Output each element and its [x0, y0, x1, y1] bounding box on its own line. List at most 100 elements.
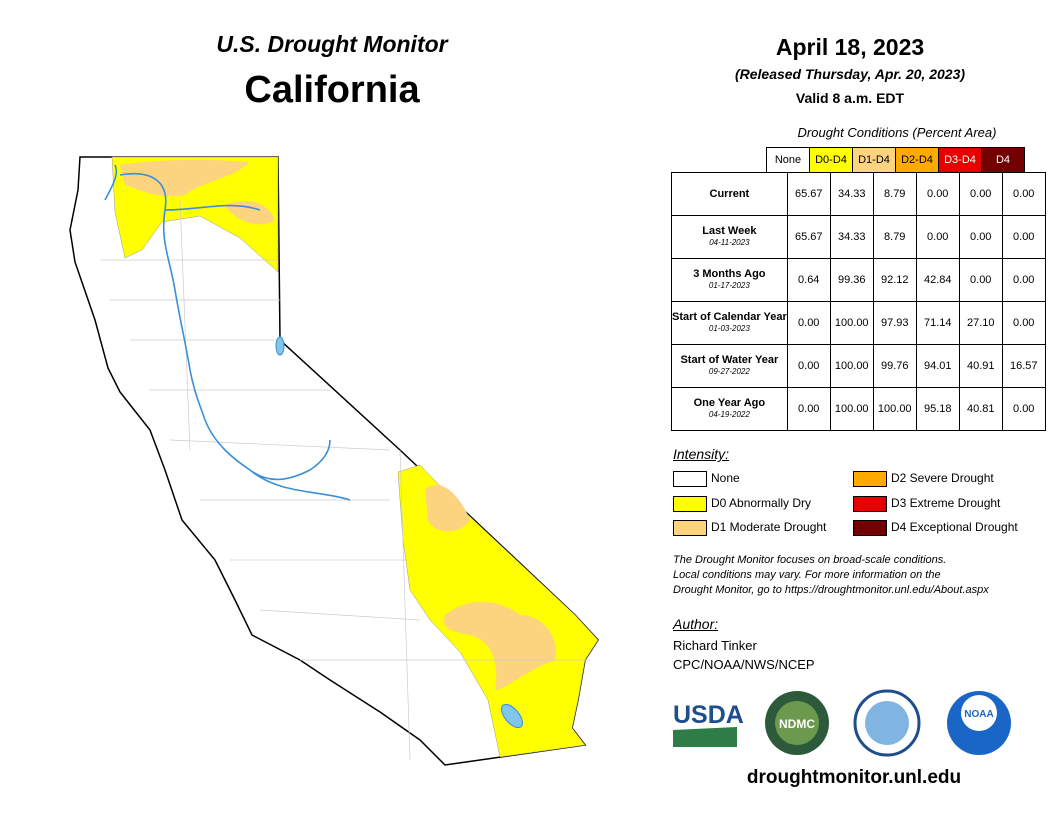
cell: 0.00 [1001, 215, 1046, 259]
legend-swatch [673, 471, 707, 487]
cell: 0.00 [958, 258, 1003, 302]
note-line: Local conditions may vary. For more info… [673, 569, 941, 581]
row-date: 01-17-2023 [708, 281, 750, 290]
noaa-text: NOAA [964, 709, 993, 720]
url: droughtmonitor.unl.edu [746, 767, 962, 788]
column-header: D4 [981, 147, 1025, 173]
cell: 71.14 [915, 301, 960, 345]
table-row: Current 65.67 34.33 8.79 0.00 0.00 0.00 [671, 172, 1046, 216]
title: U.S. Drought Monitor [216, 31, 448, 57]
row-name: Current [709, 188, 750, 200]
row-date: 04-11-2023 [709, 238, 750, 247]
legend-label: D4 Exceptional Drought [891, 520, 1018, 534]
cell: 0.00 [958, 172, 1003, 216]
row-label: Current [671, 172, 788, 216]
legend-title: Intensity: [673, 446, 730, 462]
table-row: 3 Months Ago 01-17-2023 0.64 99.36 92.12 42.8… [671, 258, 1046, 302]
cell: 40.91 [958, 344, 1003, 388]
cell: 8.79 [872, 215, 917, 259]
table-row: One Year Ago 04-19-2022 0.00 100.00 100.00 95… [671, 387, 1046, 431]
cell: 0.00 [915, 215, 960, 259]
cell: 92.12 [872, 258, 917, 302]
cell: 8.79 [872, 172, 917, 216]
table-row: Start of Calendar Year 01-03-2023 0.00 100.… [671, 301, 1046, 345]
row-name: Start of Water Year [680, 354, 779, 366]
county-lines [100, 199, 590, 761]
row-label: Start of Water Year 09-27-2022 [671, 344, 788, 388]
column-header: None [766, 147, 810, 173]
usda-logo: USDA [673, 701, 744, 729]
cell: 0.64 [786, 258, 831, 302]
date: April 18, 2023 [775, 34, 925, 60]
row-label: 3 Months Ago 01-17-2023 [671, 258, 788, 302]
cell: 65.67 [786, 172, 831, 216]
cell: 0.00 [786, 387, 831, 431]
logos: USDA NDMC NOAA [673, 689, 1011, 757]
d1-area [120, 159, 275, 225]
legend-swatch [853, 471, 887, 487]
row-date: 01-03-2023 [708, 324, 750, 333]
row-label: Last Week 04-11-2023 [671, 215, 788, 259]
legend-swatch [673, 495, 707, 512]
row-name: 3 Months Ago [693, 268, 766, 280]
cell: 100.00 [829, 387, 874, 431]
legend-swatch [853, 495, 887, 512]
legend-swatch [853, 520, 887, 536]
row-date: 04-19-2022 [708, 410, 750, 419]
cell: 0.00 [958, 215, 1003, 259]
column-header: D3-D4 [938, 147, 982, 173]
region: California [244, 69, 420, 111]
legend-label: D2 Severe Drought [891, 471, 994, 485]
legend-label: D3 Extreme Drought [891, 495, 1001, 510]
author-line: Richard Tinker [673, 638, 757, 653]
row-name: Last Week [702, 225, 757, 237]
column-header: D1-D4 [852, 147, 896, 173]
author-title: Author: [673, 616, 719, 632]
table-caption: Drought Conditions (Percent Area) [797, 125, 997, 140]
row-label: One Year Ago 04-19-2022 [671, 387, 788, 431]
d1-area [425, 484, 556, 690]
cell: 100.00 [829, 344, 874, 388]
cell: 34.33 [829, 215, 874, 259]
cell: 0.00 [1001, 258, 1046, 302]
lake [501, 703, 523, 729]
cell: 94.01 [915, 344, 960, 388]
valid: Valid 8 a.m. EDT [795, 90, 905, 106]
cell: 34.33 [829, 172, 874, 216]
table: Current 65.67 34.33 8.79 0.00 0.00 0.00 Last We… [671, 172, 1046, 431]
column-header: D0-D4 [809, 147, 853, 173]
legend-swatch [673, 520, 707, 536]
row-date: 09-27-2022 [708, 367, 750, 376]
cell: 42.84 [915, 258, 960, 302]
cell: 95.18 [915, 387, 960, 431]
lake [275, 336, 285, 356]
table-header: None D0-D4 D1-D4 D2-D4 D3-D4 D4 [766, 147, 1025, 173]
cell: 0.00 [786, 301, 831, 345]
cell: 0.00 [1001, 172, 1046, 216]
row-name: Start of Calendar Year [672, 311, 787, 323]
cell: 65.67 [786, 215, 831, 259]
table-row: Start of Water Year 09-27-2022 0.00 100.00 9… [671, 344, 1046, 388]
row-label: Start of Calendar Year 01-03-2023 [671, 301, 788, 345]
cell: 99.36 [829, 258, 874, 302]
cell: 97.93 [872, 301, 917, 345]
rivers [104, 164, 351, 501]
cell: 99.76 [872, 344, 917, 388]
note-line: Drought Monitor, go to https://droughtmo… [673, 584, 989, 596]
table-row: Last Week 04-11-2023 65.67 34.33 8.79 0.00 0.0… [671, 215, 1046, 259]
cell: 100.00 [829, 301, 874, 345]
cell: 16.57 [1001, 344, 1046, 388]
released: (Released Thursday, Apr. 20, 2023) [734, 66, 966, 82]
cell: 0.00 [1001, 301, 1046, 345]
cell: 100.00 [872, 387, 917, 431]
legend-label: D0 Abnormally Dry [711, 495, 812, 510]
legend-label: None [711, 471, 740, 485]
note-line: The Drought Monitor focuses on broad-sca… [673, 554, 947, 566]
cell: 0.00 [1001, 387, 1046, 431]
row-name: One Year Ago [693, 397, 766, 409]
column-header: D2-D4 [895, 147, 939, 173]
cell: 40.81 [958, 387, 1003, 431]
cell: 27.10 [958, 301, 1003, 345]
usda-mark [673, 727, 737, 747]
